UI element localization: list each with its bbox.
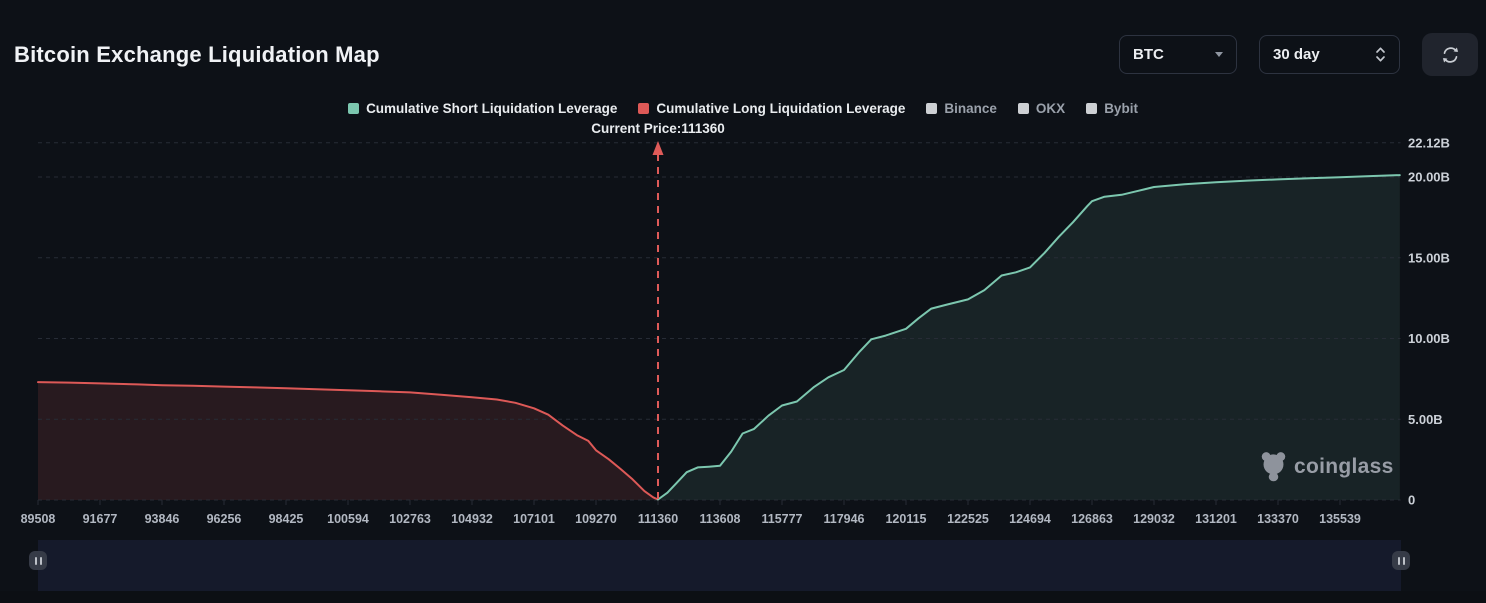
- handle-grip-bar: [39, 556, 42, 565]
- handle-grip-bar: [1397, 556, 1400, 565]
- legend-label: Binance: [944, 101, 997, 116]
- handle-grip-bar: [1402, 556, 1405, 565]
- x-axis-label: 131201: [1195, 512, 1237, 526]
- x-axis-label: 96256: [207, 512, 242, 526]
- symbol-select[interactable]: BTC: [1119, 35, 1237, 74]
- handle-grip-bar: [34, 556, 37, 565]
- legend-swatch: [638, 103, 650, 114]
- chart-legend: Cumulative Short Liquidation Leverage Cum…: [0, 101, 1486, 116]
- legend-swatch: [1086, 103, 1098, 114]
- x-axis-label: 120115: [885, 512, 926, 526]
- y-axis-label: 5.00B: [1408, 412, 1443, 427]
- range-select[interactable]: 30 day: [1259, 35, 1400, 74]
- legend-item-cumulative-short-liquidation-leverage[interactable]: Cumulative Short Liquidation Leverage: [348, 101, 617, 116]
- x-axis-label: 117946: [823, 512, 864, 526]
- legend-swatch: [926, 103, 938, 114]
- x-axis-label: 98425: [269, 512, 304, 526]
- long-series-area: [38, 382, 658, 500]
- x-axis-label: 93846: [145, 512, 180, 526]
- x-axis-label: 124694: [1009, 512, 1051, 526]
- legend-label: Cumulative Short Liquidation Leverage: [366, 101, 618, 116]
- legend-label: Bybit: [1104, 101, 1138, 116]
- refresh-button[interactable]: [1422, 33, 1478, 76]
- legend-swatch: [1017, 103, 1029, 114]
- legend-swatch: [348, 103, 360, 114]
- short-series-area: [658, 175, 1400, 500]
- page-title: Bitcoin Exchange Liquidation Map: [14, 42, 380, 67]
- x-axis-label: 100594: [327, 512, 369, 526]
- x-axis-label: 109270: [575, 512, 617, 526]
- symbol-select-value: BTC: [1133, 46, 1164, 63]
- long-series-line: [37, 381, 659, 501]
- y-axis-label: 22.12B: [1408, 135, 1450, 150]
- x-axis-label: 126863: [1071, 512, 1113, 526]
- legend-item-bybit[interactable]: Bybit: [1086, 101, 1138, 116]
- x-axis-label: 89508: [21, 512, 56, 526]
- x-axis-label: 104932: [451, 512, 493, 526]
- navigator-right-handle[interactable]: [1392, 551, 1410, 570]
- x-axis-label: 135539: [1319, 512, 1361, 526]
- refresh-icon: [1440, 45, 1461, 65]
- coinglass-watermark: coinglass: [1260, 451, 1394, 483]
- navigator-left-handle[interactable]: [29, 551, 47, 570]
- x-axis-label: 91677: [83, 512, 118, 526]
- x-axis-label: 111360: [638, 512, 678, 526]
- legend-label: OKX: [1035, 101, 1066, 116]
- short-series-line: [657, 174, 1401, 501]
- current-price-label: Current Price:111360: [591, 121, 725, 136]
- x-axis-label: 107101: [513, 512, 555, 526]
- x-axis-label: 113608: [699, 512, 740, 526]
- current-price-arrow-icon: [652, 141, 664, 155]
- legend-label: Cumulative Long Liquidation Leverage: [656, 101, 906, 116]
- y-axis-label: 10.00B: [1408, 331, 1450, 346]
- y-axis-label: 20.00B: [1408, 170, 1450, 185]
- range-navigator-track[interactable]: [29, 540, 1410, 591]
- x-axis-label: 133370: [1257, 512, 1299, 526]
- y-axis-label: 0: [1408, 493, 1415, 508]
- y-axis-label: 15.00B: [1408, 250, 1450, 265]
- x-axis-label: 102763: [389, 512, 431, 526]
- legend-item-cumulative-long-liquidation-leverage[interactable]: Cumulative Long Liquidation Leverage: [638, 101, 905, 116]
- x-axis-label: 115777: [761, 512, 802, 526]
- range-select-value: 30 day: [1273, 46, 1320, 63]
- spinner-chevrons-icon: [1375, 46, 1386, 63]
- x-axis-label: 122525: [947, 512, 989, 526]
- legend-item-binance[interactable]: Binance: [926, 101, 997, 116]
- legend-item-okx[interactable]: OKX: [1017, 101, 1066, 116]
- chevron-down-icon: [1215, 52, 1223, 57]
- x-axis-label: 129032: [1133, 512, 1175, 526]
- coinglass-logo-icon: [1260, 451, 1287, 483]
- bottom-strip: [0, 591, 1486, 603]
- watermark-text: coinglass: [1294, 455, 1394, 478]
